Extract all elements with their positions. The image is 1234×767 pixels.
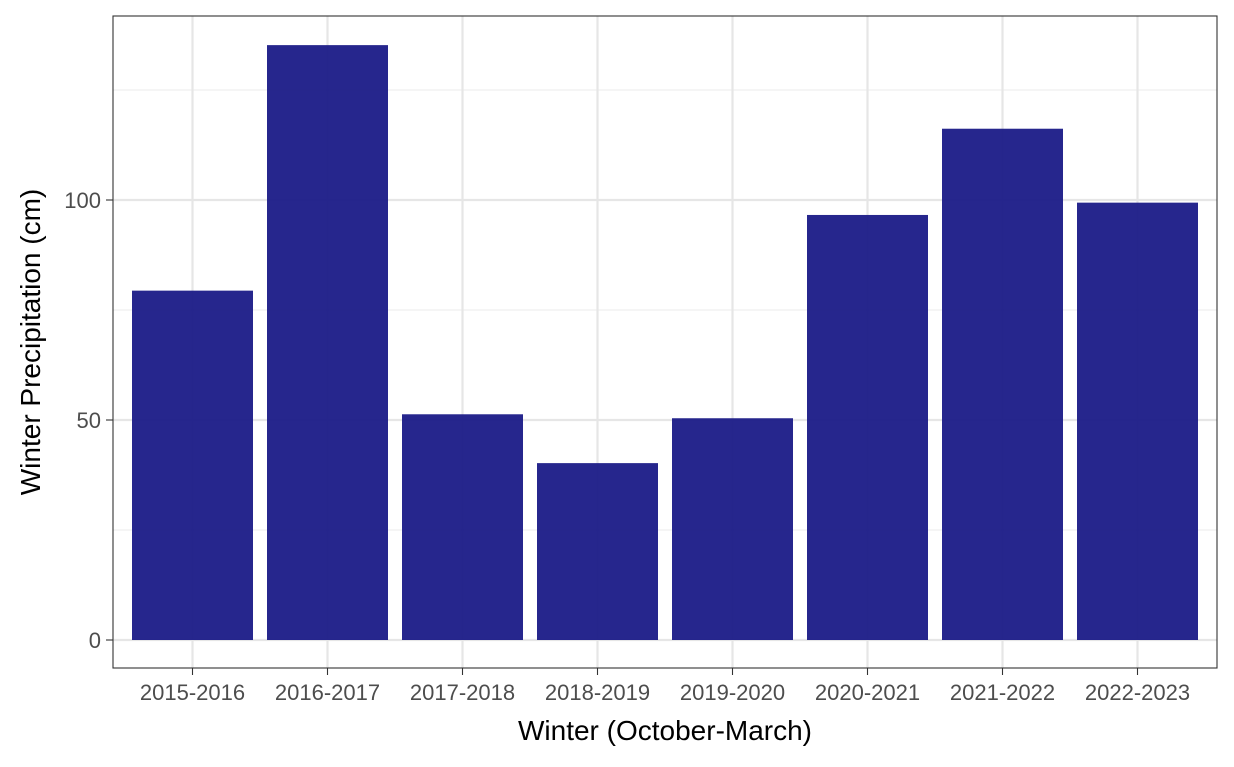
x-tick-label: 2021-2022 (950, 680, 1055, 705)
plot-panel-border (112, 15, 1218, 669)
bar-2019-2020 (672, 418, 793, 640)
y-tick-label: 50 (77, 408, 101, 433)
y-tick-label: 0 (89, 628, 101, 653)
x-tick-label: 2022-2023 (1085, 680, 1190, 705)
x-tick-label: 2016-2017 (275, 680, 380, 705)
bar-2020-2021 (807, 214, 928, 640)
bar-2021-2022 (942, 128, 1063, 640)
bar-2017-2018 (402, 414, 523, 640)
x-axis-title: Winter (October-March) (518, 715, 812, 746)
bar-2018-2019 (537, 463, 658, 640)
bar-2015-2016 (132, 290, 253, 640)
y-tick-label: 100 (64, 188, 101, 213)
x-tick-label: 2019-2020 (680, 680, 785, 705)
bars (132, 45, 1198, 641)
x-tick-label: 2015-2016 (140, 680, 245, 705)
bar-2022-2023 (1077, 202, 1198, 640)
y-axis-title: Winter Precipitation (cm) (15, 189, 46, 496)
x-tick-label: 2018-2019 (545, 680, 650, 705)
x-tick-label: 2020-2021 (815, 680, 920, 705)
x-tick-label: 2017-2018 (410, 680, 515, 705)
y-axis: 0 50 100 (64, 188, 113, 653)
x-axis: 2015-2016 2016-2017 2017-2018 2018-2019 2019… (140, 668, 1190, 705)
bar-2016-2017 (267, 45, 388, 641)
